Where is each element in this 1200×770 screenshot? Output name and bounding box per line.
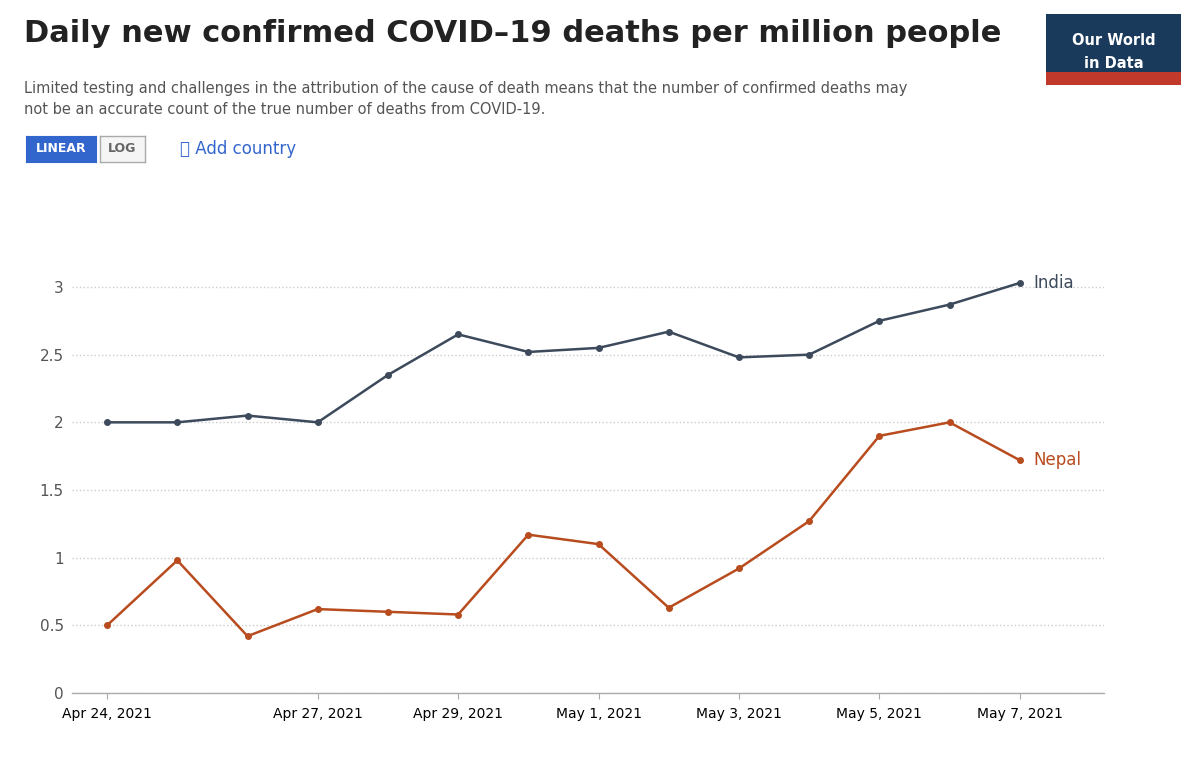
Text: Our World: Our World xyxy=(1072,33,1156,49)
Text: ➕ Add country: ➕ Add country xyxy=(180,139,296,158)
Text: in Data: in Data xyxy=(1084,56,1144,71)
Text: Nepal: Nepal xyxy=(1033,451,1081,469)
Text: LINEAR: LINEAR xyxy=(36,142,86,156)
Text: Daily new confirmed COVID–19 deaths per million people: Daily new confirmed COVID–19 deaths per … xyxy=(24,19,1001,49)
Text: India: India xyxy=(1033,274,1074,292)
Text: LOG: LOG xyxy=(108,142,137,156)
Text: Limited testing and challenges in the attribution of the cause of death means th: Limited testing and challenges in the at… xyxy=(24,81,907,117)
